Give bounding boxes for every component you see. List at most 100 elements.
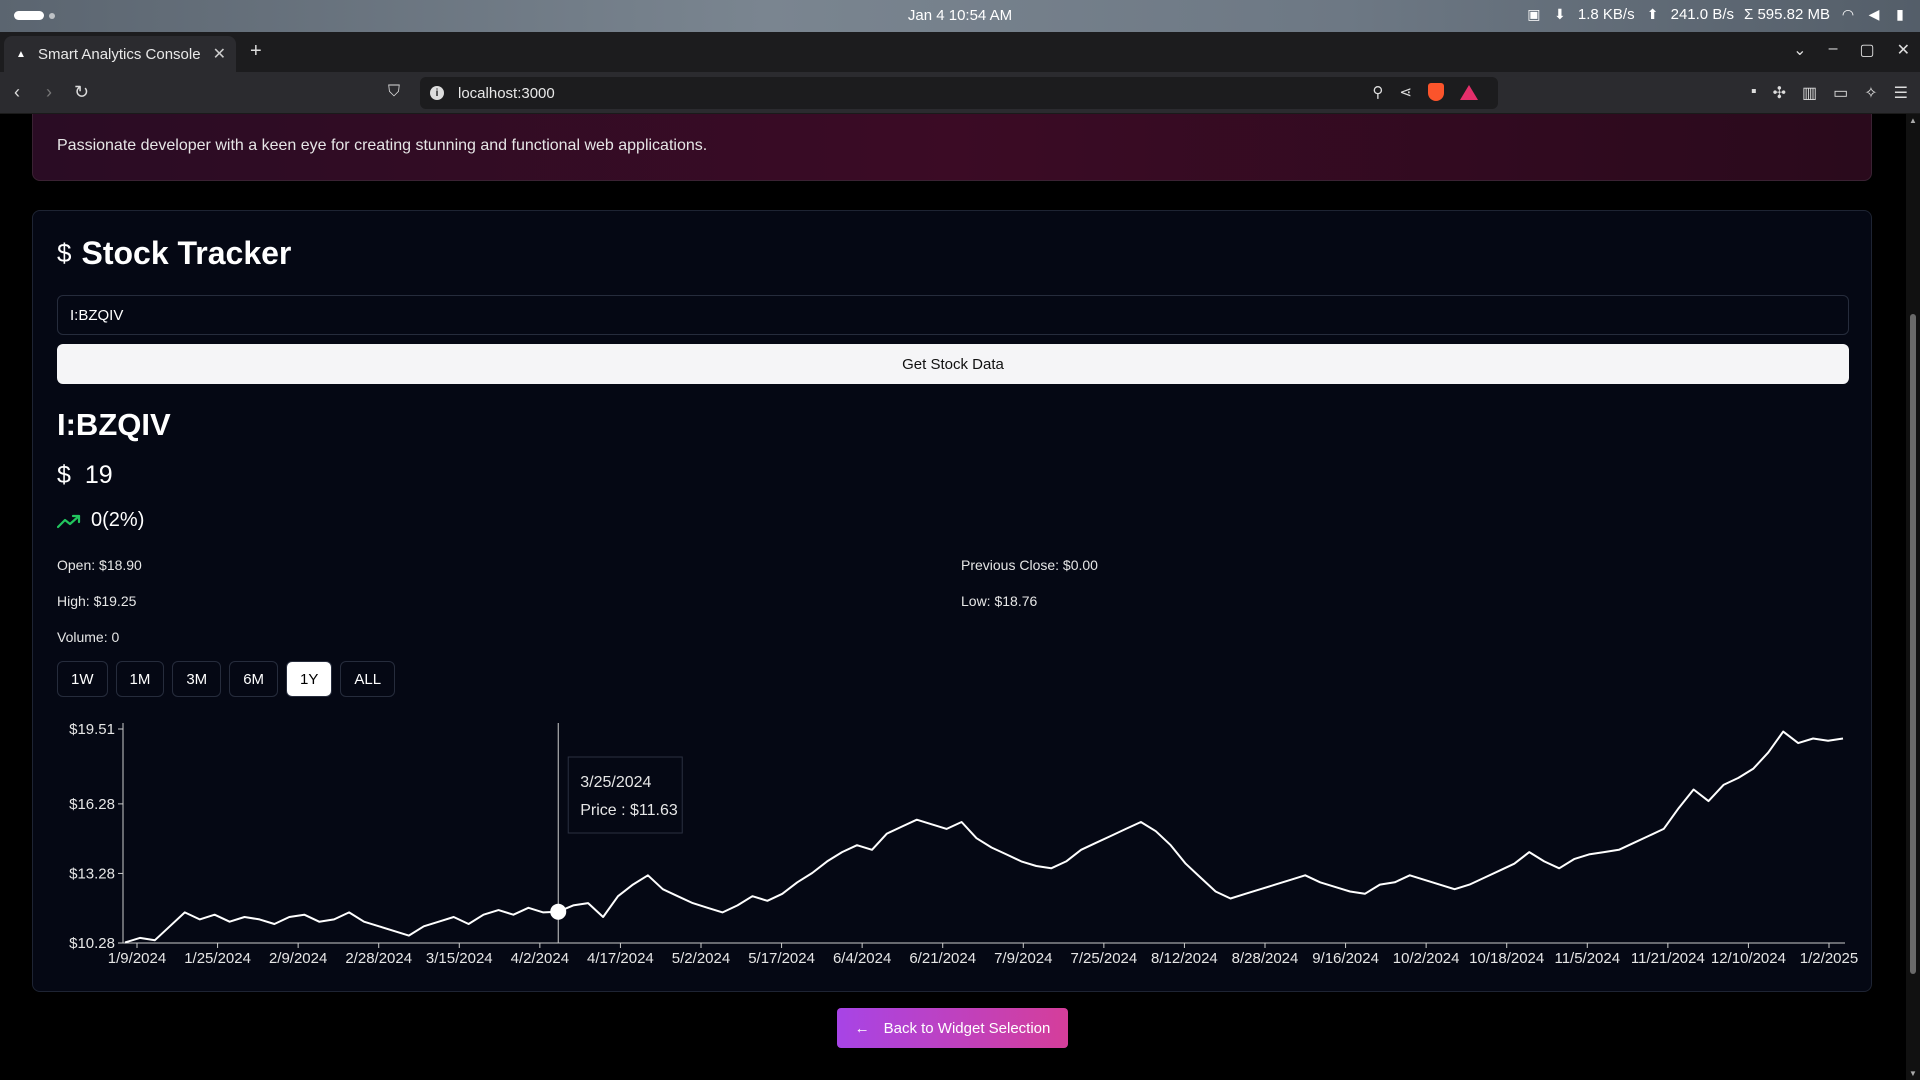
battery-icon[interactable]: ▮ <box>1896 6 1904 22</box>
chart-tooltip: 3/25/2024 Price : $11.63 <box>550 723 683 943</box>
y-axis: $19.51 $16.28 $13.28 $10.28 <box>69 721 124 952</box>
sidebar-icon[interactable]: ▥ <box>1802 85 1818 102</box>
stock-tracker-card: $ Stock Tracker Get Stock Data I:BZQIV $… <box>32 210 1872 992</box>
price-chart[interactable]: $19.51 $16.28 $13.28 $10.28 1/9/2024 1/25/20… <box>33 707 1873 967</box>
net-down-speed: 1.8 KB/s <box>1577 6 1635 23</box>
x-tick-label: 2/9/2024 <box>269 950 327 967</box>
x-tick-label: 11/21/2024 <box>1631 950 1705 967</box>
upload-arrow-icon: ⬆ <box>1646 6 1659 22</box>
x-axis: 1/9/2024 1/25/2024 2/9/2024 2/28/2024 3/15/2… <box>108 942 1858 967</box>
range-1y-button[interactable]: 1Y <box>286 661 333 697</box>
workspace-indicator[interactable] <box>14 11 55 20</box>
x-tick-label: 10/18/2024 <box>1469 950 1544 967</box>
change-row: 0(2%) <box>57 509 144 532</box>
tooltip-date: 3/25/2024 <box>580 774 651 791</box>
low-price: Low: $18.76 <box>961 593 1038 609</box>
zoom-icon[interactable]: ⚲ <box>1372 84 1384 101</box>
menu-icon[interactable]: ☰ <box>1893 85 1908 102</box>
ticker-input[interactable] <box>57 295 1849 335</box>
net-up-speed: 241.0 B/s <box>1670 6 1734 23</box>
volume: Volume: 0 <box>57 629 120 645</box>
forward-arrow-icon[interactable]: › <box>46 82 52 102</box>
leo-icon[interactable]: ▪ <box>1750 83 1757 100</box>
volume-icon[interactable]: ◀ <box>1868 6 1880 22</box>
page-viewport: Passionate developer with a keen eye for… <box>0 114 1906 1080</box>
brave-shields-icon[interactable] <box>1428 83 1444 101</box>
previous-close: Previous Close: $0.00 <box>961 557 1098 573</box>
wallet-icon[interactable]: ▭ <box>1833 85 1849 102</box>
get-stock-data-button[interactable]: Get Stock Data <box>57 344 1849 384</box>
toolbar-right-actions: ▪ ✣ ▥ ▭ ✧ ☰ <box>1751 83 1908 103</box>
browser-toolbar: ‹ › ↻ ⛉ i localhost:3000 ⚲ ⋖ ▪ ✣ ▥ ▭ ✧ ☰ <box>0 72 1920 114</box>
x-tick-label: 8/28/2024 <box>1232 950 1299 967</box>
stock-symbol: I:BZQIV <box>57 407 171 442</box>
range-1m-button[interactable]: 1M <box>115 661 165 697</box>
share-icon[interactable]: ⋖ <box>1399 84 1412 101</box>
price-series <box>124 730 1844 944</box>
y-tick-label: $10.28 <box>69 935 115 952</box>
x-tick-label: 7/9/2024 <box>994 950 1052 967</box>
extensions-icon[interactable]: ✣ <box>1772 85 1786 102</box>
back-arrow-icon[interactable]: ‹ <box>14 82 20 102</box>
trending-up-icon <box>57 514 81 528</box>
scroll-thumb[interactable] <box>1910 314 1916 974</box>
page-scrollbar[interactable]: ▲ ▼ <box>1906 114 1920 1080</box>
open-price: Open: $18.90 <box>57 557 142 573</box>
os-top-bar: Jan 4 10:54 AM ▣ ⬇ 1.8 KB/s ⬆ 241.0 B/s … <box>0 0 1920 32</box>
x-tick-label: 8/12/2024 <box>1151 950 1218 967</box>
dollar-sign-icon: $ <box>57 238 72 268</box>
x-tick-label: 5/17/2024 <box>748 950 815 967</box>
range-6m-button[interactable]: 6M <box>229 661 279 697</box>
dollar-sign-icon: $ <box>57 461 71 489</box>
range-3m-button[interactable]: 3M <box>172 661 222 697</box>
new-tab-plus-icon[interactable]: + <box>250 40 262 62</box>
wifi-icon[interactable]: ◠ <box>1841 6 1855 22</box>
bookmark-icon[interactable]: ⛉ <box>388 83 401 100</box>
card-header: $ Stock Tracker <box>57 235 291 272</box>
url-text[interactable]: localhost:3000 <box>458 84 555 102</box>
os-clock[interactable]: Jan 4 10:54 AM <box>907 7 1013 24</box>
ai-sparkle-icon[interactable]: ✧ <box>1864 85 1878 102</box>
tab-list-chevron-icon[interactable]: ⌄ <box>1793 42 1807 59</box>
reload-icon[interactable]: ↻ <box>74 82 90 102</box>
brave-rewards-icon[interactable] <box>1460 84 1478 100</box>
x-tick-label: 5/2/2024 <box>672 950 730 967</box>
high-price: High: $19.25 <box>57 593 137 609</box>
site-info-icon[interactable]: i <box>430 86 444 100</box>
address-bar[interactable]: i localhost:3000 ⚲ ⋖ <box>420 77 1498 109</box>
scroll-up-icon[interactable]: ▲ <box>1909 116 1917 125</box>
range-all-button[interactable]: ALL <box>340 661 396 697</box>
tooltip-price: Price : $11.63 <box>580 802 678 819</box>
x-tick-label: 3/15/2024 <box>426 950 493 967</box>
address-bar-actions: ⚲ ⋖ <box>1372 83 1478 101</box>
x-tick-label: 6/4/2024 <box>833 950 891 967</box>
browser-tab-strip: ▲ Smart Analytics Console ✕ + ⌄ – ▢ ✕ <box>0 32 1920 72</box>
back-to-widget-selection-button[interactable]: ← Back to Widget Selection <box>837 1008 1068 1048</box>
clipboard-icon[interactable]: ▣ <box>1527 6 1541 22</box>
active-workspace-pill[interactable] <box>14 11 44 20</box>
stock-price: 19 <box>84 461 113 489</box>
x-tick-label: 9/16/2024 <box>1312 950 1379 967</box>
minimize-icon[interactable]: – <box>1828 40 1838 57</box>
card-title: Stock Tracker <box>81 235 292 271</box>
browser-tab[interactable]: ▲ Smart Analytics Console ✕ <box>4 36 236 72</box>
price-line <box>124 730 1844 944</box>
net-total: Σ 595.82 MB <box>1744 6 1830 23</box>
x-tick-label: 10/2/2024 <box>1393 950 1460 967</box>
back-button-label: Back to Widget Selection <box>883 1019 1051 1037</box>
price-row: $ 19 <box>57 461 113 490</box>
profile-card: Passionate developer with a keen eye for… <box>32 114 1872 181</box>
close-tab-icon[interactable]: ✕ <box>212 46 226 63</box>
tab-title: Smart Analytics Console <box>38 45 201 63</box>
maximize-icon[interactable]: ▢ <box>1859 42 1875 59</box>
x-tick-label: 2/28/2024 <box>345 950 412 967</box>
workspace-dot[interactable] <box>49 12 55 19</box>
profile-bio: Passionate developer with a keen eye for… <box>57 137 708 154</box>
active-data-point[interactable] <box>550 903 567 920</box>
scroll-down-icon[interactable]: ▼ <box>1909 1069 1917 1078</box>
tooltip-box <box>567 756 683 834</box>
y-tick-label: $16.28 <box>69 796 115 813</box>
range-1w-button[interactable]: 1W <box>57 661 108 697</box>
download-arrow-icon: ⬇ <box>1554 6 1566 22</box>
close-window-icon[interactable]: ✕ <box>1896 42 1910 59</box>
